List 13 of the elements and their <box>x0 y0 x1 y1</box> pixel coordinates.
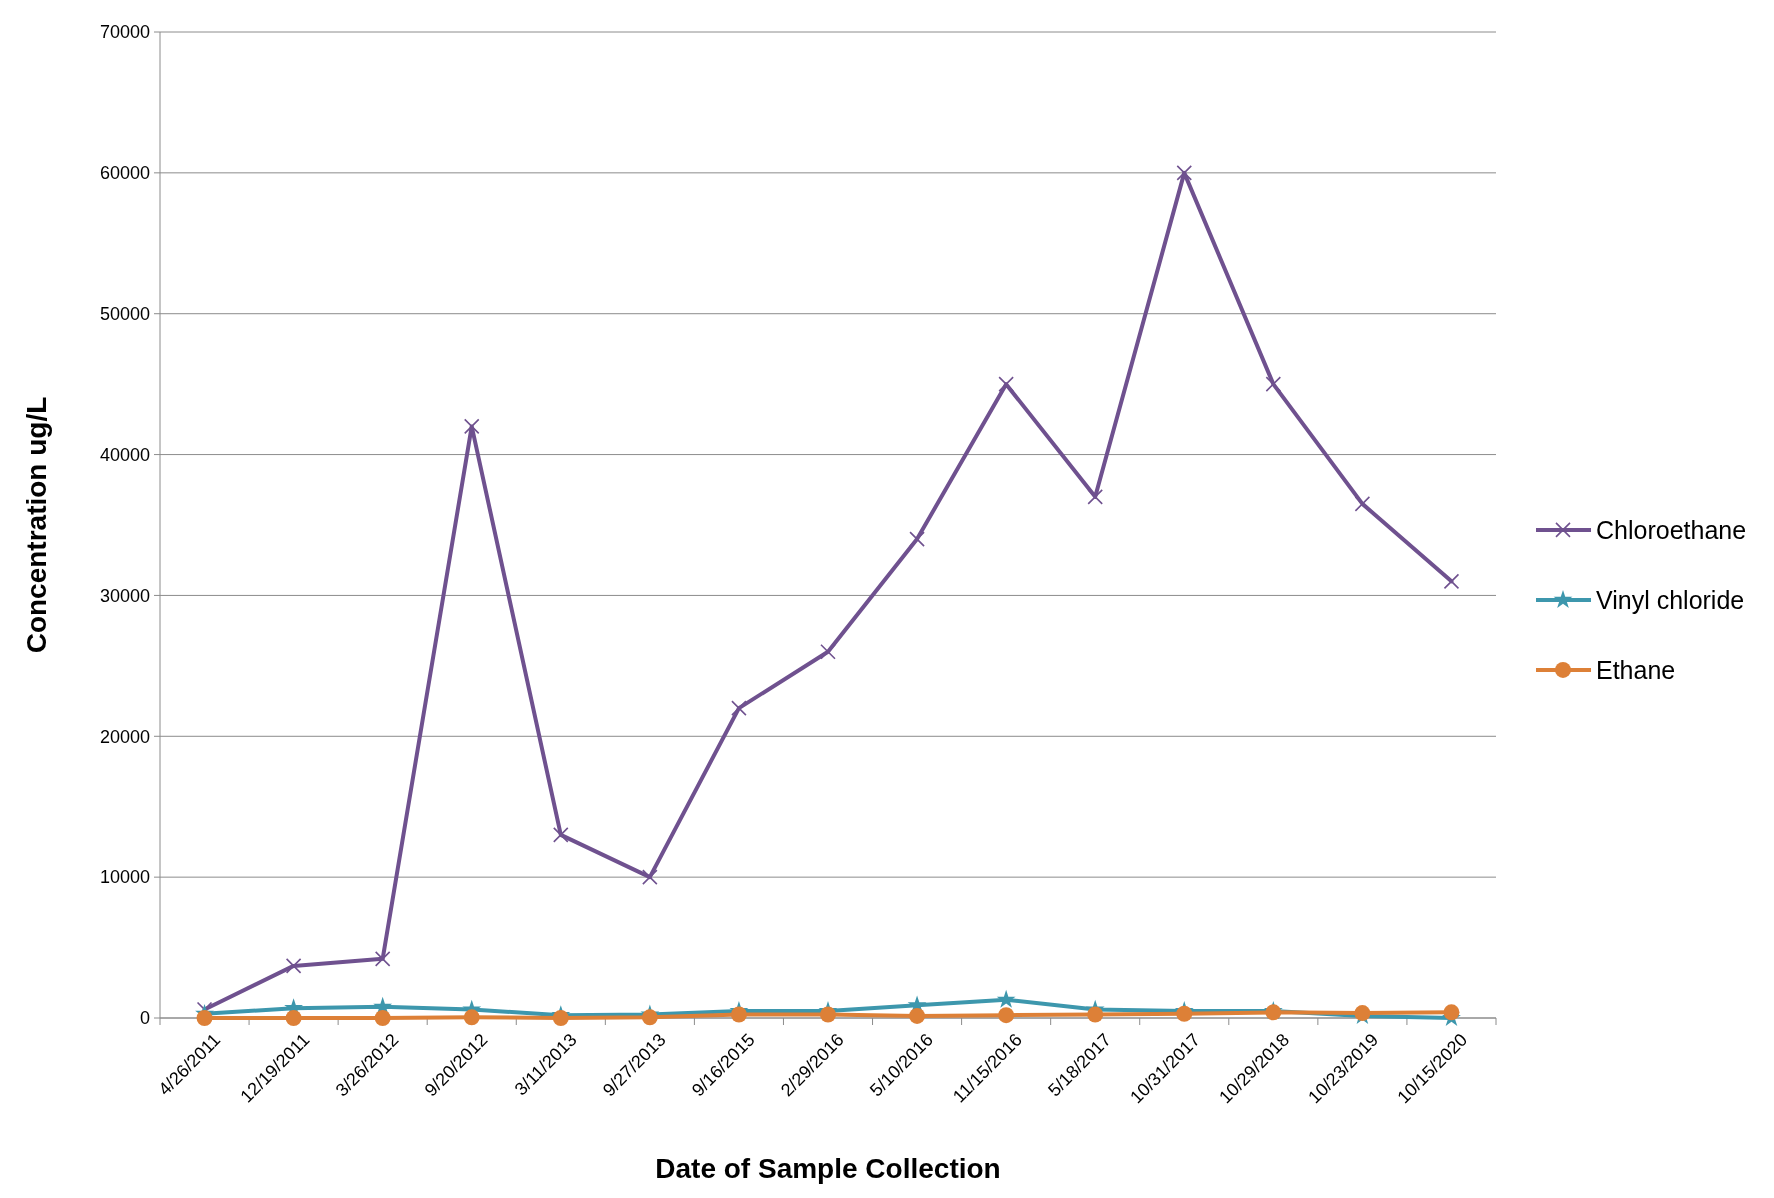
legend-label: Vinyl chloride <box>1596 585 1745 614</box>
y-tick-label: 40000 <box>99 444 150 465</box>
y-tick-label: 20000 <box>99 726 150 747</box>
y-tick-label: 60000 <box>99 163 150 184</box>
y-tick-label: 10000 <box>99 867 150 888</box>
x-axis-title: Date of Sample Collection <box>655 1153 1001 1184</box>
y-tick-label: 50000 <box>99 304 150 325</box>
y-tick-label: 70000 <box>99 22 150 43</box>
legend-label: Ethane <box>1596 655 1676 684</box>
y-tick-label: 30000 <box>99 585 150 606</box>
y-axis-title: Concentration ug/L <box>21 396 52 654</box>
y-tick-label: 0 <box>139 1008 150 1029</box>
legend-label: Chloroethane <box>1596 515 1747 544</box>
